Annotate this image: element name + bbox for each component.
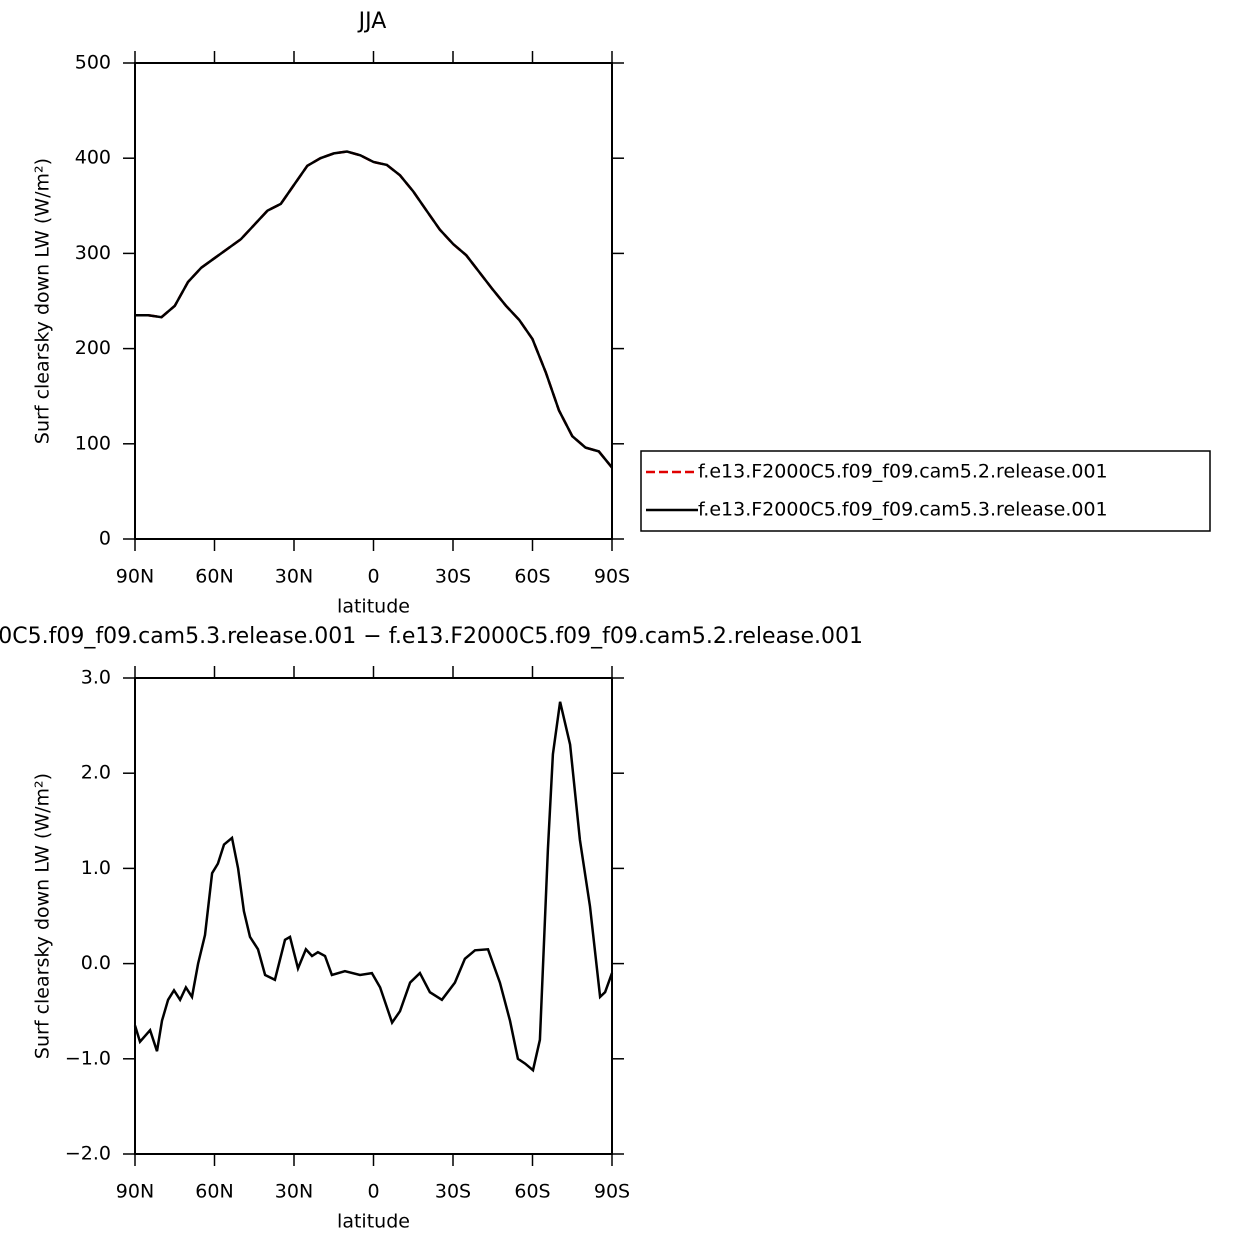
y-tick-label: 100: [75, 432, 111, 454]
x-tick-label: 60S: [514, 1181, 550, 1203]
x-tick-label: 30N: [275, 566, 313, 588]
x-tick-label: 60S: [514, 566, 550, 588]
y-tick-label: 300: [75, 242, 111, 264]
legend-box: [640, 450, 1211, 532]
y-tick-label: 2.0: [81, 762, 111, 784]
x-tick-label: 90N: [116, 1181, 154, 1203]
x-tick-label: 90S: [594, 566, 630, 588]
y-tick-label: −1.0: [65, 1047, 111, 1069]
x-tick-label: 60N: [195, 566, 233, 588]
y-tick-label: 3.0: [81, 667, 111, 689]
y-tick-label: 1.0: [81, 857, 111, 879]
x-axis-label: latitude: [337, 596, 410, 618]
x-tick-label: 90N: [116, 566, 154, 588]
x-tick-label: 90S: [594, 1181, 630, 1203]
legend-label: f.e13.F2000C5.f09_f09.cam5.2.release.001: [698, 461, 1108, 483]
y-axis-label: Surf clearsky down LW (W/m²): [32, 158, 54, 444]
plot-frame: [134, 62, 613, 540]
chart-title: JJA: [357, 9, 387, 34]
x-tick-label: 0: [367, 1181, 379, 1203]
y-tick-label: 0: [99, 528, 111, 550]
data-line: [135, 150, 613, 469]
x-axis-label: latitude: [337, 1211, 410, 1233]
plot-frame: [134, 677, 613, 1155]
y-tick-label: 400: [75, 147, 111, 169]
x-tick-label: 30S: [435, 566, 471, 588]
x-tick-label: 30S: [435, 1181, 471, 1203]
chart-title: f.e13.F2000C5.f09_f09.cam5.3.release.001…: [0, 624, 863, 649]
x-tick-label: 30N: [275, 1181, 313, 1203]
x-tick-label: 0: [367, 566, 379, 588]
x-tick-label: 60N: [195, 1181, 233, 1203]
data-line: [133, 701, 614, 1073]
data-line: [135, 150, 613, 469]
legend-label: f.e13.F2000C5.f09_f09.cam5.3.release.001: [698, 499, 1108, 521]
y-tick-label: 200: [75, 337, 111, 359]
y-tick-label: 500: [75, 52, 111, 74]
y-tick-label: 0.0: [81, 952, 111, 974]
y-axis-label: Surf clearsky down LW (W/m²): [32, 773, 54, 1059]
y-tick-label: −2.0: [65, 1143, 111, 1165]
